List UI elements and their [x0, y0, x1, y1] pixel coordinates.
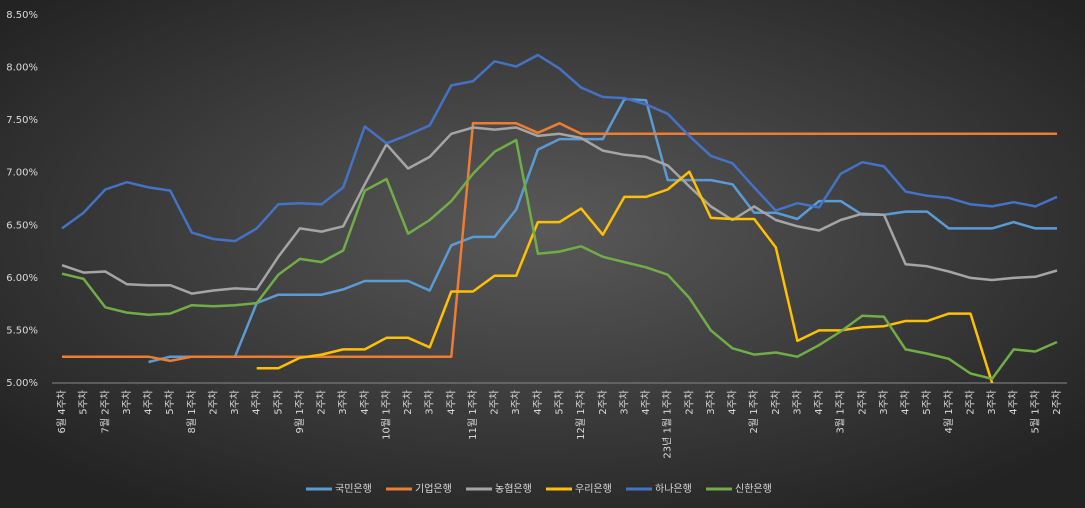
- x-tick-label: 5주차: [78, 390, 90, 415]
- legend-label: 우리은행: [575, 483, 612, 495]
- series-line: [256, 170, 994, 383]
- x-tick-label: 4주차: [143, 390, 155, 415]
- x-tick-label: 3주차: [618, 390, 630, 415]
- x-tick-label: 3주차: [229, 390, 241, 415]
- x-tick-label: 4주차: [359, 390, 371, 415]
- x-tick-label: 3월 1주차: [835, 390, 847, 434]
- x-tick-label: 4주차: [251, 390, 263, 415]
- x-tick-label: 4월 1주차: [943, 390, 955, 434]
- x-tick-label: 4주차: [727, 390, 739, 415]
- x-tick-label: 4주차: [1008, 390, 1020, 415]
- x-tick-label: 2주차: [683, 390, 695, 415]
- x-tick-label: 3주차: [791, 390, 803, 415]
- y-tick-label: 5.50%: [6, 325, 38, 336]
- x-tick-label: 2주차: [964, 390, 976, 415]
- series-line: [61, 53, 1058, 243]
- plot-area: [61, 53, 1058, 383]
- x-tick-label: 5월 1주차: [1029, 390, 1041, 434]
- x-tick-label: 2주차: [597, 390, 609, 415]
- series-line: [61, 138, 1058, 381]
- x-tick-label: 3주차: [337, 390, 349, 415]
- x-tick-label: 4주차: [640, 390, 652, 415]
- x-tick-label: 2주차: [856, 390, 868, 415]
- x-tick-label: 5주차: [554, 390, 566, 415]
- legend-label: 국민은행: [335, 483, 372, 495]
- x-tick-label: 3주차: [121, 390, 133, 415]
- x-tick-label: 5주차: [272, 390, 284, 415]
- x-tick-label: 4주차: [900, 390, 912, 415]
- y-tick-label: 6.50%: [6, 220, 38, 231]
- legend-label: 하나은행: [655, 482, 692, 495]
- x-tick-label: 4주차: [445, 390, 457, 415]
- x-tick-label: 2주차: [207, 390, 219, 415]
- y-tick-label: 7.00%: [6, 168, 38, 179]
- x-tick-label: 3주차: [510, 390, 522, 415]
- legend-label: 농협은행: [495, 482, 532, 495]
- x-tick-label: 2주차: [402, 390, 414, 415]
- x-tick-label: 3주차: [705, 390, 717, 415]
- x-tick-label: 2주차: [489, 390, 501, 415]
- x-tick-label: 23년 1월 1주차: [662, 390, 674, 459]
- x-tick-label: 2주차: [770, 390, 782, 415]
- legend-label: 기업은행: [415, 482, 452, 495]
- x-tick-label: 5주차: [921, 390, 933, 415]
- x-tick-label: 3주차: [424, 390, 436, 415]
- series-line: [61, 126, 1058, 295]
- x-tick-label: 11월 1주차: [467, 390, 479, 440]
- y-tick-label: 5.00%: [6, 378, 38, 389]
- x-tick-label: 3주차: [986, 390, 998, 415]
- x-tick-label: 8월 1주차: [186, 390, 198, 434]
- x-tick-label: 5주차: [164, 390, 176, 415]
- y-tick-label: 8.50%: [6, 10, 38, 21]
- x-tick-label: 12월 1주차: [575, 390, 587, 440]
- x-tick-label: 3주차: [878, 390, 890, 415]
- x-tick-label: 10월 1주차: [380, 390, 392, 440]
- y-tick-label: 6.00%: [6, 273, 38, 284]
- y-tick-label: 7.50%: [6, 115, 38, 126]
- y-tick-label: 8.00%: [6, 63, 38, 74]
- x-tick-label: 2주차: [1051, 390, 1063, 415]
- series-line: [148, 97, 1057, 364]
- x-tick-label: 9월 1주차: [294, 390, 306, 434]
- x-tick-label: 7월 2주차: [99, 390, 111, 434]
- x-tick-label: 2주차: [316, 390, 328, 415]
- x-tick-label: 4주차: [532, 390, 544, 415]
- x-tick-label: 6월 4주차: [56, 390, 68, 434]
- series-line: [62, 122, 1057, 363]
- x-tick-label: 2월 1주차: [748, 390, 760, 434]
- legend-label: 신한은행: [735, 483, 772, 495]
- x-tick-label: 4주차: [813, 390, 825, 415]
